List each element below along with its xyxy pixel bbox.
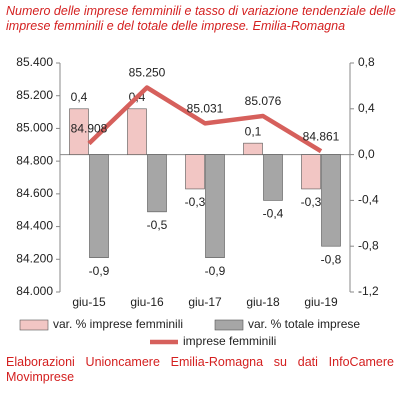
x-tick-label: giu-17 <box>188 295 222 309</box>
y2-tick-label: 0,0 <box>358 147 375 161</box>
line-label: 85.076 <box>245 94 282 108</box>
x-tick-label: giu-19 <box>304 295 338 309</box>
bar-label: -0,5 <box>147 218 168 232</box>
bar-label: -0,3 <box>301 195 322 209</box>
x-tick-label: giu-15 <box>72 295 106 309</box>
bar-label: 0,1 <box>245 124 262 138</box>
y2-tick-label: 0,8 <box>358 55 375 69</box>
x-tick-label: giu-18 <box>246 295 280 309</box>
bar <box>185 154 205 190</box>
y-tick-label: 84.200 <box>16 251 53 265</box>
y-tick-label: 85.200 <box>16 88 53 102</box>
bar <box>301 154 321 190</box>
chart-title: Numero delle imprese femminili e tasso d… <box>6 4 396 33</box>
y-tick-label: 84.400 <box>16 219 53 233</box>
bar-label: -0,8 <box>321 252 342 266</box>
legend-label: imprese femminili <box>183 334 276 348</box>
bar <box>243 142 263 155</box>
legend-swatch <box>214 319 244 331</box>
bar <box>205 154 225 258</box>
y2-tick-label: -0,8 <box>358 238 379 252</box>
source-note: Elaborazioni Unioncamere Emilia-Romagna … <box>6 355 394 384</box>
legend-label: var. % imprese femminili <box>53 317 183 331</box>
bar <box>263 154 283 201</box>
y2-tick-label: -1,2 <box>358 284 379 298</box>
y-tick-label: 84.600 <box>16 186 53 200</box>
y-tick-label: 84.800 <box>16 153 53 167</box>
y-tick-label: 85.000 <box>16 121 53 135</box>
line-label: 84.861 <box>303 129 340 143</box>
bar <box>147 154 167 213</box>
y-tick-label: 84.000 <box>16 284 53 298</box>
bar-label: 0,4 <box>71 90 88 104</box>
bar-label: -0,4 <box>263 207 284 221</box>
bar-label: -0,9 <box>89 264 110 278</box>
bar <box>89 154 109 258</box>
legend-label: var. % totale imprese <box>248 317 360 331</box>
line-label: 84.908 <box>71 122 108 136</box>
bar <box>127 108 147 155</box>
bar <box>69 108 89 155</box>
line-label: 85.250 <box>129 66 166 80</box>
bar <box>321 154 341 247</box>
y2-tick-label: 0,4 <box>358 101 375 115</box>
y2-tick-label: -0,4 <box>358 193 379 207</box>
chart: 84.000 84.200 84.400 84.600 84.800 85.000 85.2… <box>16 55 379 348</box>
legend-swatch <box>19 319 49 331</box>
line-label: 85.031 <box>187 102 224 116</box>
line <box>87 85 323 154</box>
y-tick-label: 85.400 <box>16 55 53 69</box>
bar-label: -0,3 <box>185 195 206 209</box>
x-tick-label: giu-16 <box>130 295 164 309</box>
bar-label: -0,9 <box>205 264 226 278</box>
